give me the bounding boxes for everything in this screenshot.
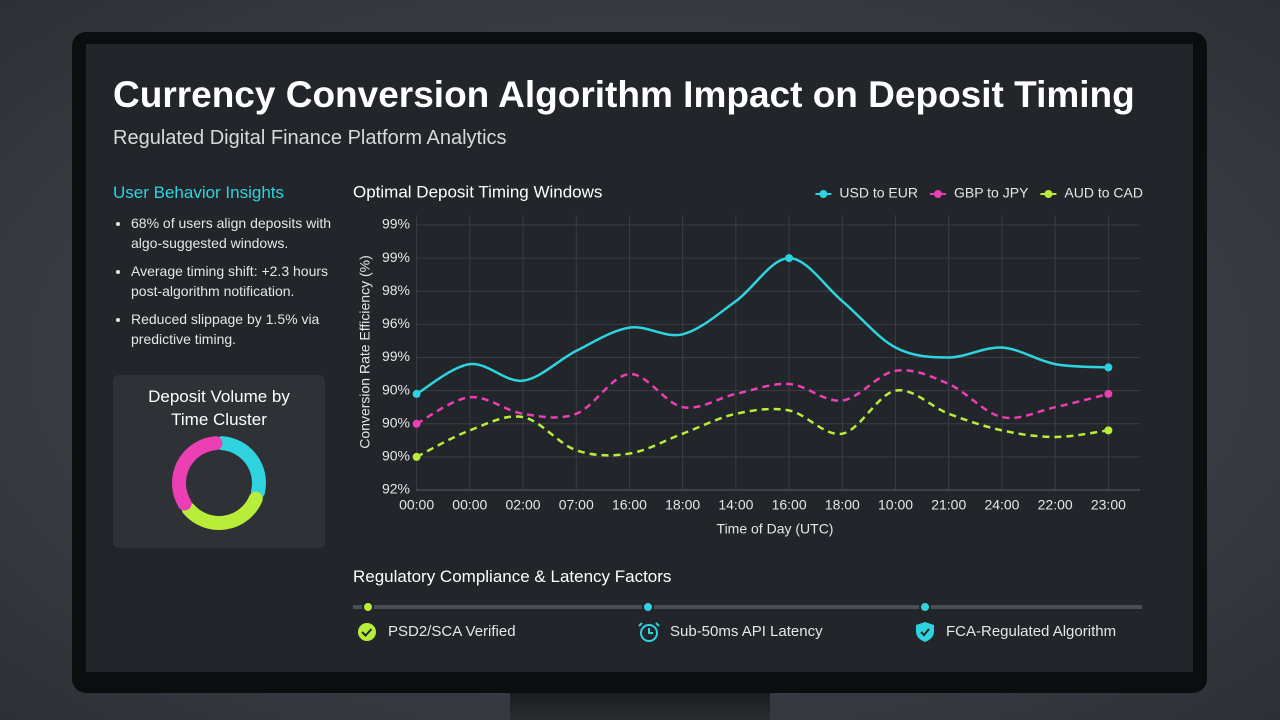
x-tick-label: 07:00 bbox=[559, 497, 594, 513]
insight: Reduced slippage by 1.5% via predictive … bbox=[131, 309, 356, 349]
x-tick-label: 02:00 bbox=[506, 497, 541, 513]
y-tick-label: 96% bbox=[382, 315, 410, 331]
y-tick-label: 92% bbox=[382, 481, 410, 497]
x-tick-label: 16:00 bbox=[772, 497, 807, 513]
clock-icon bbox=[638, 622, 660, 642]
x-tick-label: 22:00 bbox=[1038, 497, 1073, 513]
x-tick-label: 18:00 bbox=[825, 497, 860, 513]
point bbox=[1104, 426, 1113, 435]
y-tick-label: 99% bbox=[382, 249, 410, 265]
insights-title: User Behavior Insights bbox=[113, 183, 285, 202]
chart-title: Optimal Deposit Timing Windows bbox=[353, 182, 602, 201]
compliance-item: FCA-Regulated Algorithm bbox=[946, 623, 1117, 640]
x-tick-label: 18:00 bbox=[665, 497, 700, 513]
page-title: Currency Conversion Algorithm Impact on … bbox=[113, 74, 1135, 115]
x-tick-label: 16:00 bbox=[612, 497, 647, 513]
progress-dot bbox=[919, 601, 931, 613]
insight: 68% of users align deposits with algo-su… bbox=[131, 213, 356, 253]
insight: Average timing shift: +2.3 hours post-al… bbox=[131, 261, 356, 301]
legend-dot bbox=[933, 190, 942, 198]
x-tick-label: 23:00 bbox=[1091, 497, 1126, 513]
compliance-title: Regulatory Compliance & Latency Factors bbox=[353, 567, 672, 586]
shield-icon bbox=[916, 622, 934, 642]
point bbox=[1104, 389, 1113, 398]
x-tick-label: 10:00 bbox=[878, 497, 913, 513]
series-line bbox=[415, 256, 1109, 396]
x-tick-label: 14:00 bbox=[718, 497, 753, 513]
legend-dot bbox=[1044, 190, 1053, 198]
y-tick-label: 90% bbox=[382, 414, 410, 430]
x-tick-label: 00:00 bbox=[452, 497, 487, 513]
monitor-stand bbox=[510, 693, 770, 720]
y-tick-label: 90% bbox=[382, 381, 410, 397]
donut-segment bbox=[172, 436, 223, 511]
subtitle: Regulated Digital Finance Platform Analy… bbox=[113, 127, 507, 149]
point bbox=[412, 419, 421, 428]
legend-label: AUD to CAD bbox=[1064, 185, 1143, 201]
screen bbox=[86, 44, 1193, 672]
progress-dot bbox=[642, 601, 654, 613]
point bbox=[412, 389, 421, 398]
check-icon bbox=[358, 623, 376, 641]
legend-dot bbox=[819, 190, 828, 198]
y-tick-label: 99% bbox=[382, 216, 410, 232]
progress-dot bbox=[362, 601, 374, 613]
y-tick-label: 98% bbox=[382, 282, 410, 298]
y-axis-label: Conversion Rate Efficiency (%) bbox=[357, 255, 373, 448]
series-line bbox=[416, 368, 1109, 425]
compliance-item: PSD2/SCA Verified bbox=[388, 623, 516, 640]
x-tick-label: 24:00 bbox=[984, 497, 1019, 513]
donut-title: Deposit Volume by Time Cluster bbox=[148, 387, 290, 429]
x-tick-label: 00:00 bbox=[399, 497, 434, 513]
x-tick-label: 21:00 bbox=[931, 497, 966, 513]
series-line bbox=[416, 389, 1109, 458]
point bbox=[785, 254, 794, 263]
compliance-item: Sub-50ms API Latency bbox=[670, 623, 823, 640]
y-tick-label: 99% bbox=[382, 348, 410, 364]
y-tick-label: 90% bbox=[382, 448, 410, 464]
insights-list: 68% of users align deposits with algo-su… bbox=[113, 213, 356, 357]
donut-segment bbox=[215, 436, 266, 499]
x-axis-label: Time of Day (UTC) bbox=[717, 521, 834, 537]
point bbox=[412, 452, 421, 461]
legend-label: GBP to JPY bbox=[954, 185, 1029, 201]
point bbox=[1104, 363, 1113, 372]
donut-segment bbox=[181, 491, 263, 530]
legend-label: USD to EUR bbox=[839, 185, 918, 201]
